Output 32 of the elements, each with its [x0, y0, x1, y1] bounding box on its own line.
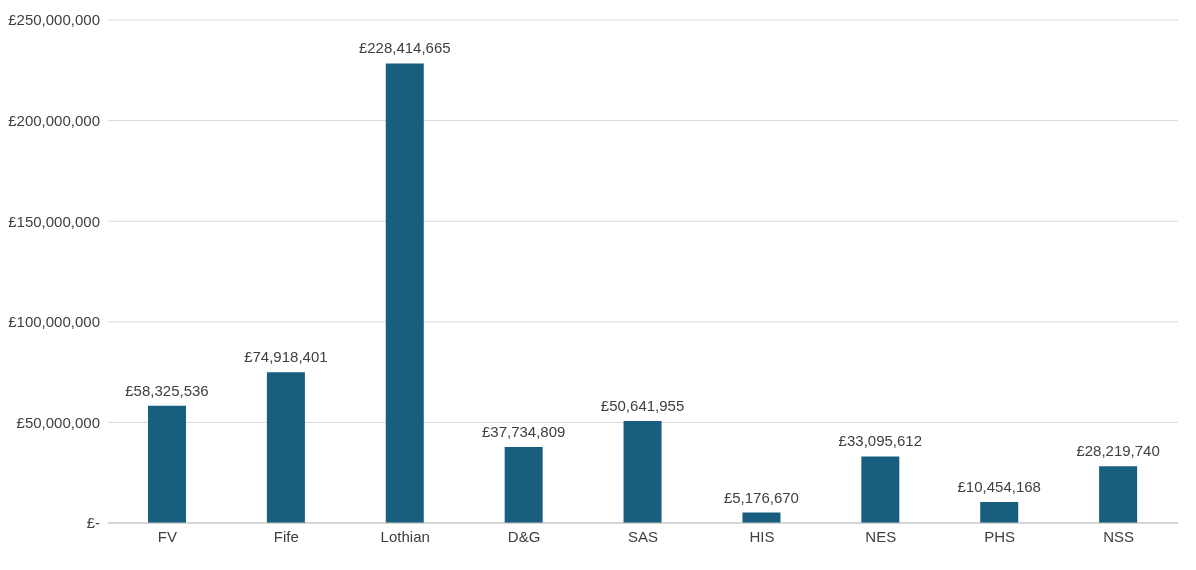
x-tick-label: PHS	[984, 527, 1016, 545]
bar	[385, 63, 424, 523]
y-tick-label: £200,000,000	[8, 111, 100, 129]
data-label: £5,176,670	[723, 488, 799, 506]
y-tick-label: £150,000,000	[8, 212, 100, 230]
y-tick-label: £250,000,000	[8, 11, 100, 29]
bar	[980, 501, 1019, 523]
data-label: £10,454,168	[957, 477, 1041, 495]
bar	[266, 372, 305, 523]
y-tick-label: £-	[86, 514, 100, 532]
bar	[148, 405, 186, 523]
bar	[504, 447, 543, 523]
x-tick-label: HIS	[749, 527, 775, 545]
data-label: £228,414,665	[358, 39, 451, 57]
x-tick-label: FV	[157, 527, 178, 545]
x-tick-label: Fife	[273, 527, 299, 545]
data-label: £37,734,809	[481, 423, 566, 441]
bar	[623, 421, 662, 523]
y-tick-label: £100,000,000	[8, 313, 100, 331]
x-tick-label: NES	[865, 527, 897, 545]
data-label: £58,325,536	[125, 381, 209, 399]
data-label: £74,918,401	[244, 348, 328, 366]
bar	[1099, 466, 1138, 523]
y-tick-label: £50,000,000	[16, 413, 100, 431]
x-tick-label: SAS	[627, 527, 659, 545]
data-label: £33,095,612	[838, 432, 923, 450]
data-label: £50,641,955	[600, 397, 685, 415]
x-tick-label: D&G	[507, 527, 541, 545]
data-label: £28,219,740	[1076, 442, 1160, 460]
x-tick-label: Lothian	[380, 527, 430, 545]
x-tick-label: NSS	[1103, 527, 1134, 545]
bar	[861, 456, 900, 523]
